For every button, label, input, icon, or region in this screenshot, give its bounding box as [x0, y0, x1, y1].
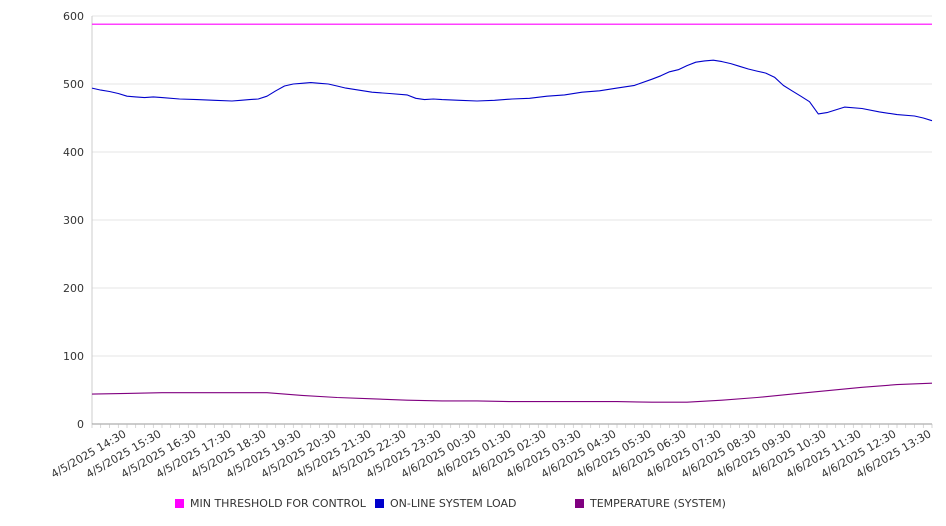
axes — [91, 16, 933, 428]
series-line-2 — [91, 382, 933, 403]
y-tick-label: 0 — [77, 418, 84, 431]
y-tick-label: 100 — [63, 350, 84, 363]
legend-swatch-min-threshold — [175, 499, 184, 508]
y-axis-ticks: 0 100 200 300 400 500 600 — [63, 10, 84, 431]
legend-item-system-load[interactable]: ON-LINE SYSTEM LOAD — [375, 497, 516, 510]
x-axis-ticks: 4/5/2025 14:304/5/2025 15:304/5/2025 16:… — [49, 427, 934, 481]
legend-label-system-load: ON-LINE SYSTEM LOAD — [390, 497, 517, 510]
legend-swatch-system-load — [375, 499, 384, 508]
y-tick-label: 600 — [63, 10, 84, 23]
legend-swatch-temperature — [575, 499, 584, 508]
legend-label-temperature: TEMPERATURE (SYSTEM) — [590, 497, 726, 510]
series-lines — [91, 23, 933, 403]
y-tick-label: 200 — [63, 282, 84, 295]
legend: MIN THRESHOLD FOR CONTROL ON-LINE SYSTEM… — [0, 497, 946, 515]
legend-item-temperature[interactable]: TEMPERATURE (SYSTEM) — [575, 497, 726, 510]
y-tick-label: 500 — [63, 78, 84, 91]
series-line-1 — [91, 59, 933, 122]
legend-item-min-threshold[interactable]: MIN THRESHOLD FOR CONTROL — [175, 497, 366, 510]
grid — [92, 15, 932, 357]
legend-label-min-threshold: MIN THRESHOLD FOR CONTROL — [190, 497, 366, 510]
y-tick-label: 400 — [63, 146, 84, 159]
y-tick-label: 300 — [63, 214, 84, 227]
